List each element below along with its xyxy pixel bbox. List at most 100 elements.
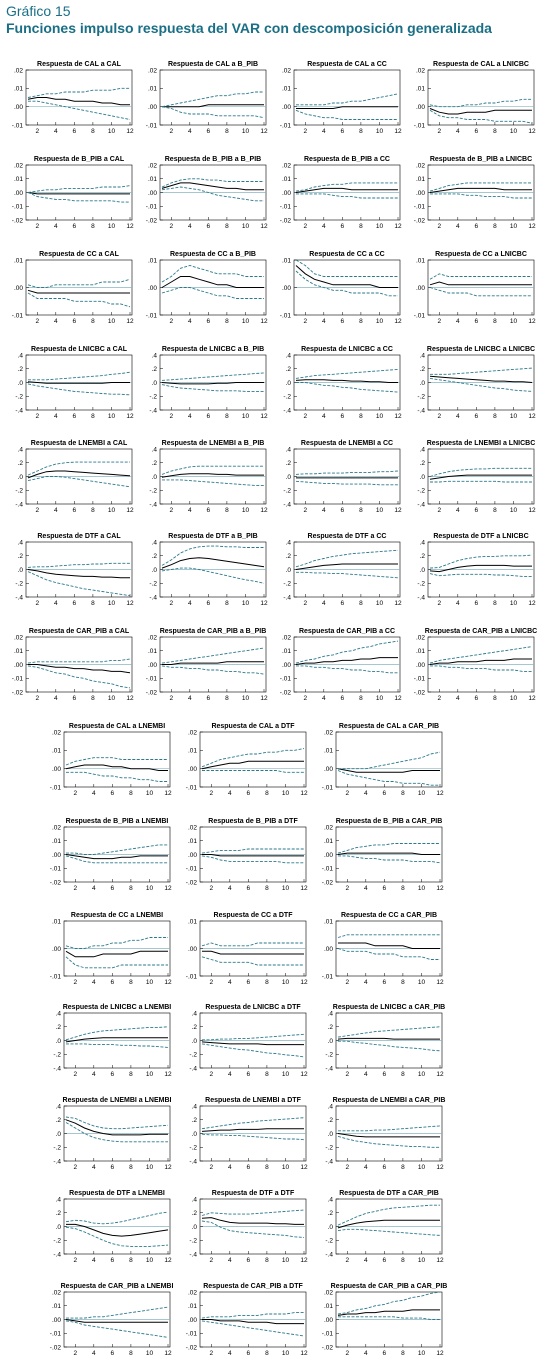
x-tick-label: 6 (111, 979, 115, 986)
x-tick-label: 4 (456, 695, 460, 702)
panel-title: Respuesta de DTF a LNEMBI (69, 1190, 165, 1197)
lower-band-line (296, 193, 398, 199)
x-tick-label: 10 (376, 223, 384, 230)
lower-band-line (66, 1043, 169, 1048)
x-tick-label: 6 (383, 1164, 387, 1171)
x-tick-label: 6 (247, 1071, 251, 1078)
y-tick-label: -.02 (322, 1344, 334, 1351)
y-tick-label: .0 (152, 380, 158, 387)
y-tick-label: .0 (286, 380, 292, 387)
irf-panel-respuesta-de-cal-a-cc: Respuesta de CAL a CC .02 .01 .00 -.01 2 4 6 8 10… (280, 61, 402, 135)
x-tick-label: 2 (303, 223, 307, 230)
x-tick-label: 2 (209, 1350, 213, 1357)
response-line (337, 1133, 440, 1138)
x-tick-label: 8 (91, 318, 95, 325)
panel-title: Respuesta de B_PIB a CAL (34, 156, 125, 163)
y-tick-label: .4 (56, 1103, 62, 1110)
y-tick-label: .0 (56, 1038, 62, 1045)
y-tick-label: -.2 (417, 488, 425, 495)
response-line (65, 1119, 168, 1136)
x-tick-label: 6 (383, 1257, 387, 1264)
x-tick-label: 4 (228, 885, 232, 892)
panel-title: Respuesta de LNICBC a CC (301, 346, 393, 353)
response-line (161, 182, 264, 191)
x-tick-label: 8 (265, 790, 269, 797)
x-tick-label: 6 (383, 790, 387, 797)
y-tick-label: -.02 (322, 879, 334, 886)
x-tick-label: 10 (510, 223, 518, 230)
response-line (429, 108, 532, 115)
y-tick-label: .00 (188, 852, 197, 859)
y-tick-label: .01 (188, 1303, 197, 1310)
x-tick-label: 12 (436, 885, 444, 892)
x-tick-label: 4 (92, 979, 96, 986)
irf-panel-respuesta-de-b-pib-a-lnembi: Respuesta de B_PIB a LNEMBI .02 .01 .00 -.01… (50, 818, 172, 892)
x-tick-label: 10 (108, 223, 116, 230)
y-tick-label: -.01 (50, 973, 62, 980)
y-tick-label: -.2 (149, 581, 157, 588)
y-tick-label: -.2 (149, 394, 157, 401)
y-tick-label: -.4 (325, 1065, 333, 1072)
x-tick-label: 8 (359, 507, 363, 514)
x-tick-label: 4 (54, 318, 58, 325)
lower-band-line (201, 1133, 305, 1141)
upper-band-line (161, 372, 265, 381)
x-tick-label: 2 (35, 413, 39, 420)
x-tick-label: 2 (73, 885, 77, 892)
upper-band-line (296, 93, 399, 106)
x-tick-label: 10 (282, 1164, 290, 1171)
y-tick-label: .2 (18, 553, 24, 560)
y-tick-label: -.01 (50, 1331, 62, 1338)
upper-band-line (201, 942, 304, 947)
y-tick-label: .00 (282, 662, 291, 669)
irf-panel-respuesta-de-lnembi-a-car-pib: Respuesta de LNEMBI a CAR_PIB.4 .2 .0 -.2 -.… (325, 1097, 445, 1171)
x-tick-label: 12 (126, 695, 134, 702)
y-tick-label: .01 (14, 257, 23, 264)
y-tick-label: .02 (14, 162, 23, 169)
x-tick-label: 8 (225, 600, 229, 607)
response-line (337, 852, 440, 855)
y-tick-label: .01 (14, 86, 23, 93)
x-tick-label: 10 (242, 695, 250, 702)
x-tick-label: 10 (242, 413, 250, 420)
y-tick-label: .00 (148, 190, 157, 197)
x-tick-label: 4 (456, 318, 460, 325)
y-tick-label: .4 (56, 1010, 62, 1017)
x-tick-label: 12 (394, 600, 402, 607)
figure-header: Gráfico 15 Funciones impulso respuesta d… (6, 3, 492, 37)
panel-title: Respuesta de LNICBC a LNEMBI (63, 1004, 172, 1011)
y-tick-label: .00 (14, 662, 23, 669)
y-tick-label: .02 (188, 729, 197, 736)
y-tick-label: -.4 (189, 1251, 197, 1258)
y-tick-label: -.01 (146, 122, 158, 129)
x-tick-label: 6 (475, 695, 479, 702)
y-tick-label: -.01 (146, 312, 158, 319)
panel-title: Respuesta de LNICBC a CAR_PIB (333, 1004, 445, 1011)
upper-band-line (429, 98, 532, 108)
x-tick-label: 4 (92, 1257, 96, 1264)
x-tick-label: 6 (341, 600, 345, 607)
x-tick-label: 6 (111, 1257, 115, 1264)
lower-band-line (65, 956, 168, 969)
x-tick-label: 4 (228, 1350, 232, 1357)
x-tick-label: 8 (401, 1164, 405, 1171)
response-line (27, 569, 130, 579)
lower-band-line (201, 1320, 305, 1337)
x-tick-label: 10 (242, 318, 250, 325)
x-tick-label: 8 (265, 1350, 269, 1357)
irf-panel-respuesta-de-dtf-a-lnembi: Respuesta de DTF a LNEMBI .4 .2 .0 -.2 -.4 2 4 6… (53, 1190, 172, 1264)
x-tick-label: 6 (475, 413, 479, 420)
x-tick-label: 8 (129, 790, 133, 797)
y-tick-label: -.4 (325, 1251, 333, 1258)
x-tick-label: 2 (169, 600, 173, 607)
y-tick-label: .2 (286, 553, 292, 560)
y-tick-label: .02 (282, 634, 291, 641)
x-tick-label: 8 (225, 507, 229, 514)
y-tick-label: .0 (328, 1224, 334, 1231)
irf-panel-respuesta-de-b-pib-a-cal: Respuesta de B_PIB a CAL .02 .01 .00 -.01 -.0… (12, 156, 134, 230)
y-tick-label: -.01 (146, 204, 158, 211)
y-tick-label: .00 (416, 662, 425, 669)
upper-band-line (338, 751, 441, 770)
y-tick-label: .00 (52, 852, 61, 859)
x-tick-label: 12 (394, 223, 402, 230)
